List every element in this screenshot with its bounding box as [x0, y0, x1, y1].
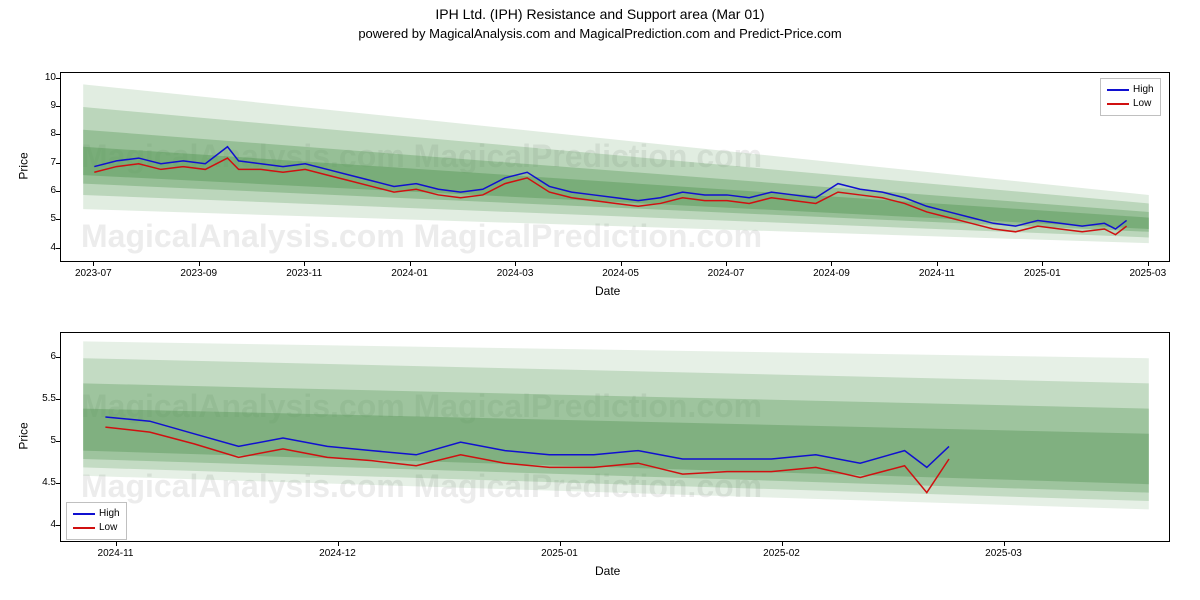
- legend-item-low-2: Low: [73, 521, 120, 535]
- x-axis-label: Date: [595, 564, 620, 578]
- x-tick-label: 2025-03: [974, 548, 1034, 559]
- y-tick-label: 5: [26, 213, 56, 224]
- y-tick-label: 4: [26, 242, 56, 253]
- x-tick-label: 2025-03: [1118, 268, 1178, 279]
- y-tick-label: 9: [26, 100, 56, 111]
- x-tick-label: 2025-01: [1012, 268, 1072, 279]
- y-axis-label: Price: [17, 152, 31, 179]
- page-title: IPH Ltd. (IPH) Resistance and Support ar…: [0, 0, 1200, 22]
- legend-item-high-2: High: [73, 507, 120, 521]
- page-subtitle: powered by MagicalAnalysis.com and Magic…: [0, 22, 1200, 45]
- x-tick-label: 2023-11: [274, 268, 334, 279]
- chart-bottom: MagicalAnalysis.com MagicalPrediction.co…: [60, 332, 1170, 542]
- x-axis-label: Date: [595, 284, 620, 298]
- x-tick-label: 2024-11: [907, 268, 967, 279]
- legend-item-low: Low: [1107, 97, 1154, 111]
- y-tick-label: 4: [26, 519, 56, 530]
- x-tick-label: 2024-03: [485, 268, 545, 279]
- x-tick-label: 2024-11: [86, 548, 146, 559]
- y-tick-label: 10: [26, 72, 56, 83]
- x-tick-label: 2025-02: [752, 548, 812, 559]
- y-tick-label: 8: [26, 128, 56, 139]
- y-tick-label: 5.5: [26, 393, 56, 404]
- x-tick-label: 2024-05: [591, 268, 651, 279]
- x-tick-label: 2023-09: [169, 268, 229, 279]
- legend-bottom: High Low: [66, 502, 127, 540]
- x-tick-label: 2024-12: [308, 548, 368, 559]
- y-tick-label: 4.5: [26, 477, 56, 488]
- y-axis-label: Price: [17, 422, 31, 449]
- x-tick-label: 2024-09: [801, 268, 861, 279]
- chart-top: MagicalAnalysis.com MagicalPrediction.co…: [60, 72, 1170, 262]
- y-tick-label: 6: [26, 351, 56, 362]
- legend-item-high: High: [1107, 83, 1154, 97]
- x-tick-label: 2023-07: [63, 268, 123, 279]
- legend-top: High Low: [1100, 78, 1161, 116]
- x-tick-label: 2024-07: [696, 268, 756, 279]
- x-tick-label: 2024-01: [380, 268, 440, 279]
- x-tick-label: 2025-01: [530, 548, 590, 559]
- y-tick-label: 6: [26, 185, 56, 196]
